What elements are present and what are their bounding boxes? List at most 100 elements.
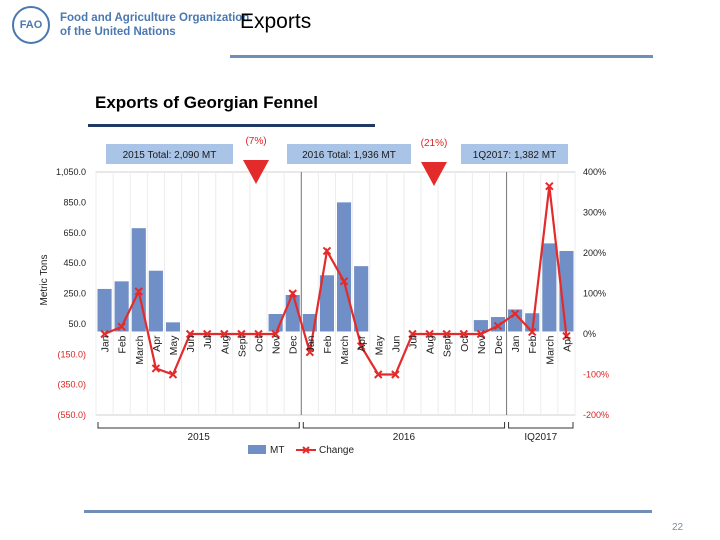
y-tick-label: (550.0): [57, 410, 86, 420]
x-tick-label: March: [339, 335, 351, 364]
fao-emblem-icon: FAO: [12, 6, 50, 44]
x-tick-label: Jan: [305, 335, 317, 352]
change-point: [151, 364, 161, 373]
change-point: [288, 289, 297, 298]
change-point: [100, 329, 109, 339]
y2-tick-label: 200%: [583, 248, 606, 258]
group-label: 2016: [393, 432, 416, 443]
x-tick-label: March: [544, 335, 556, 364]
y2-tick-label: 0%: [583, 329, 596, 339]
bar-mt: [319, 275, 334, 332]
x-tick-label: Apr: [356, 335, 368, 352]
change-point: [220, 329, 229, 339]
change-point: [510, 309, 520, 318]
chart-grid: [95, 171, 576, 416]
chart-heading: Exports of Georgian Fennel: [95, 93, 318, 112]
y2-tick-label: 100%: [583, 289, 606, 299]
y-axis-title: Metric Tons: [39, 255, 50, 306]
y-tick-label: 450.0: [63, 258, 86, 268]
change-point: [134, 287, 143, 296]
x-tick-label: May: [168, 335, 180, 356]
change-point: [237, 329, 246, 339]
org-name-line2: of the United Nations: [60, 26, 176, 38]
x-tick-label: Jun: [185, 335, 197, 352]
x-tick-label: Jun: [390, 335, 402, 352]
change-point: [374, 370, 383, 379]
y-tick-label: 1,050.0: [56, 167, 86, 177]
change-point: [545, 181, 554, 191]
change-point: [425, 329, 434, 339]
down-arrow-icon: [243, 160, 269, 184]
legend-label-mt: MT: [270, 445, 284, 456]
chart-annotations: 2015 Total: 2,090 MT 2016 Total: 1,936 MT…: [106, 136, 568, 186]
y2-tick-label: 400%: [583, 167, 606, 177]
change-line: [104, 186, 568, 376]
x-tick-label: Jul: [202, 335, 214, 348]
y2-tick-label: -200%: [583, 410, 609, 420]
footer-divider: [84, 510, 652, 513]
group-bracket: [302, 422, 506, 429]
x-tick-label: Apr: [151, 335, 163, 352]
x-tick-label: Aug: [219, 335, 231, 354]
bar-mt: [354, 266, 369, 332]
x-tick-label: Jul: [407, 335, 419, 348]
logo-text: Food and Agriculture Organization of the…: [60, 11, 249, 39]
y-tick-label: (150.0): [57, 349, 86, 359]
change-series: [100, 181, 571, 379]
x-tick-label: Nov: [271, 335, 283, 354]
title-divider: [230, 55, 653, 58]
change-point: [442, 329, 451, 339]
change-point: [339, 277, 349, 286]
change-point: [528, 327, 537, 337]
legend-marker-change: [302, 446, 310, 454]
group-label: IQ2017: [524, 432, 557, 443]
period-total-label: 2015 Total: 2,090 MT: [123, 150, 217, 161]
x-tick-label: Dec: [288, 335, 300, 354]
y2-tick-label: 300%: [583, 208, 606, 218]
y2-tick-label: -100%: [583, 370, 609, 380]
change-point: [305, 348, 315, 357]
bar-mt: [148, 270, 163, 332]
y-tick-label: (350.0): [57, 380, 86, 390]
chart-axes: 1,050.0 850.0 650.0 450.0 250.0 50.0 (150.0) (3…: [39, 167, 609, 456]
group-label: 2015: [188, 432, 211, 443]
change-annotation: (21%): [421, 138, 448, 149]
y-tick-label: 650.0: [63, 228, 86, 238]
x-tick-label: Sept: [236, 335, 248, 357]
heading-underline: [88, 124, 375, 127]
slide-title: Exports: [240, 10, 312, 33]
bar-mt: [165, 322, 181, 332]
change-point: [254, 329, 263, 339]
y-tick-label: 50.0: [68, 319, 86, 329]
change-point: [185, 329, 195, 339]
legend-swatch-mt: [248, 445, 266, 454]
bar-mt: [114, 281, 129, 332]
x-tick-label: Feb: [322, 335, 334, 353]
period-total-label: 1Q2017: 1,382 MT: [473, 150, 556, 161]
x-tick-label: May: [373, 335, 385, 356]
fao-logo: FAO Food and Agriculture Organization of…: [12, 6, 249, 48]
x-tick-label: Nov: [476, 335, 488, 354]
bar-mt: [473, 320, 488, 332]
period-total-box: [287, 144, 411, 164]
x-tick-label: Oct: [254, 335, 266, 351]
group-bracket: [508, 422, 574, 429]
x-tick-label: Oct: [459, 335, 471, 351]
period-total-box: [106, 144, 233, 164]
x-tick-label: Jan: [510, 335, 522, 352]
change-point: [202, 329, 212, 339]
down-arrow-icon: [421, 162, 447, 186]
change-point: [391, 370, 400, 379]
org-name-line1: Food and Agriculture Organization: [60, 12, 250, 24]
bar-mt: [97, 288, 112, 332]
page-number: 22: [672, 522, 684, 533]
bar-mt: [542, 243, 557, 332]
change-point: [117, 322, 126, 331]
x-tick-label: Apr: [561, 335, 573, 352]
change-point: [476, 329, 486, 339]
period-total-box: [461, 144, 568, 164]
change-point: [493, 321, 503, 331]
change-point: [459, 329, 469, 339]
group-bracket: [97, 422, 300, 429]
